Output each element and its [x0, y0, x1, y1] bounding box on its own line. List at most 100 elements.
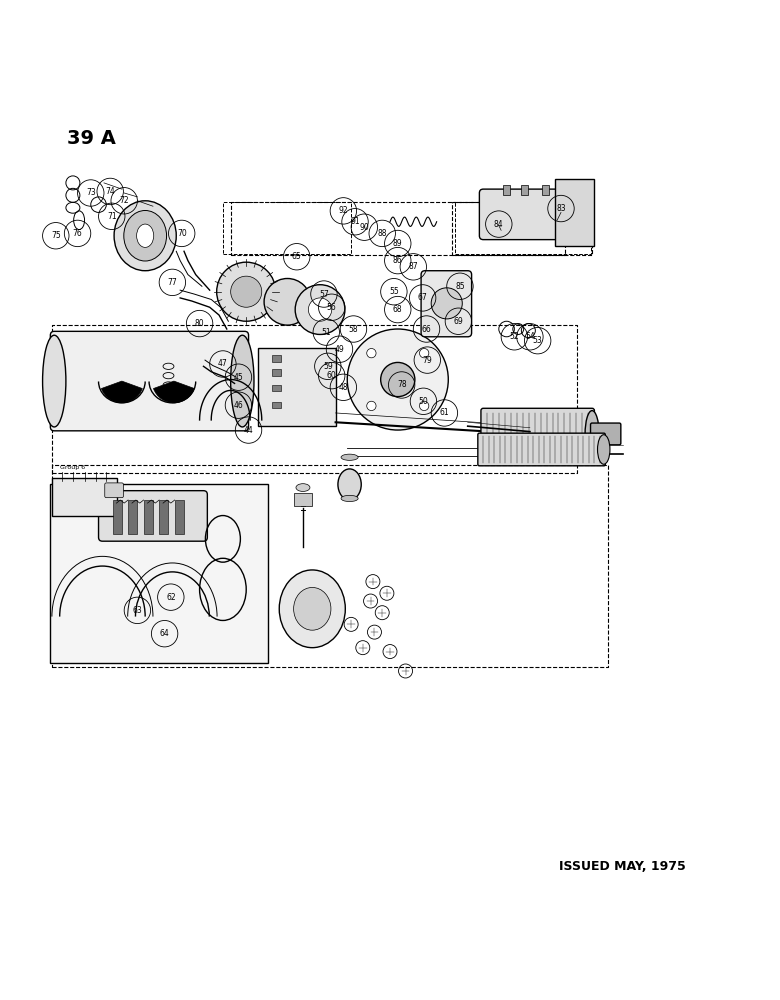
- FancyBboxPatch shape: [293, 493, 312, 506]
- FancyBboxPatch shape: [51, 484, 268, 663]
- Wedge shape: [154, 381, 194, 403]
- Ellipse shape: [341, 454, 358, 460]
- Text: 56: 56: [327, 303, 337, 312]
- Text: 79: 79: [423, 356, 432, 365]
- Ellipse shape: [597, 435, 610, 464]
- Text: 58: 58: [349, 325, 358, 334]
- Circle shape: [308, 298, 332, 321]
- Circle shape: [420, 348, 429, 358]
- FancyBboxPatch shape: [105, 483, 123, 498]
- Text: 90: 90: [360, 223, 369, 232]
- Text: 85: 85: [456, 282, 465, 291]
- Ellipse shape: [338, 469, 361, 500]
- Text: 46: 46: [233, 401, 243, 410]
- FancyBboxPatch shape: [272, 369, 281, 376]
- FancyBboxPatch shape: [272, 385, 281, 391]
- Circle shape: [217, 262, 276, 321]
- Text: 57: 57: [319, 290, 329, 299]
- FancyBboxPatch shape: [144, 500, 153, 534]
- FancyBboxPatch shape: [51, 331, 249, 431]
- Text: 70: 70: [177, 229, 186, 238]
- Ellipse shape: [279, 570, 346, 648]
- Circle shape: [420, 401, 429, 411]
- Text: 68: 68: [393, 305, 402, 314]
- FancyBboxPatch shape: [481, 408, 594, 460]
- Text: 39 A: 39 A: [67, 129, 116, 148]
- Circle shape: [231, 276, 262, 307]
- FancyBboxPatch shape: [112, 500, 122, 534]
- Text: 91: 91: [350, 217, 360, 226]
- Circle shape: [367, 401, 376, 411]
- FancyBboxPatch shape: [590, 423, 621, 445]
- Circle shape: [431, 288, 463, 319]
- Text: 51: 51: [321, 328, 331, 337]
- Text: 72: 72: [119, 196, 129, 205]
- Text: 73: 73: [86, 188, 96, 197]
- FancyBboxPatch shape: [502, 185, 510, 195]
- Text: ISSUED MAY, 1975: ISSUED MAY, 1975: [558, 860, 686, 873]
- Wedge shape: [101, 381, 142, 403]
- Text: 67: 67: [418, 293, 427, 302]
- FancyBboxPatch shape: [541, 185, 549, 195]
- Ellipse shape: [114, 201, 176, 271]
- Text: 54: 54: [525, 332, 535, 341]
- Text: 87: 87: [409, 262, 418, 271]
- Ellipse shape: [136, 224, 154, 247]
- Text: 52: 52: [509, 332, 519, 341]
- Text: 65: 65: [292, 252, 302, 261]
- Ellipse shape: [341, 495, 358, 502]
- Text: 45: 45: [233, 373, 243, 382]
- Text: 55: 55: [389, 287, 399, 296]
- Circle shape: [347, 329, 448, 430]
- Text: 63: 63: [133, 606, 142, 615]
- Text: 83: 83: [556, 204, 566, 213]
- Text: 48: 48: [339, 383, 348, 392]
- Text: 47: 47: [218, 359, 228, 368]
- Circle shape: [264, 278, 310, 325]
- Circle shape: [295, 285, 345, 334]
- Text: 44: 44: [243, 426, 254, 435]
- FancyBboxPatch shape: [128, 500, 137, 534]
- Ellipse shape: [296, 484, 310, 491]
- Text: 76: 76: [73, 229, 83, 238]
- Text: 59: 59: [323, 362, 333, 371]
- Text: 62: 62: [166, 593, 176, 602]
- FancyBboxPatch shape: [52, 478, 117, 516]
- FancyBboxPatch shape: [175, 500, 184, 534]
- Text: 78: 78: [397, 380, 406, 389]
- Text: 77: 77: [168, 278, 177, 287]
- Ellipse shape: [124, 210, 167, 261]
- Text: 88: 88: [378, 229, 387, 238]
- Text: 60: 60: [327, 371, 337, 380]
- Circle shape: [367, 348, 376, 358]
- Text: 86: 86: [393, 256, 402, 265]
- FancyBboxPatch shape: [480, 189, 565, 240]
- Text: Group 6: Group 6: [61, 465, 86, 470]
- Text: 50: 50: [419, 397, 428, 406]
- Text: 92: 92: [339, 206, 348, 215]
- Text: 49: 49: [335, 345, 344, 354]
- FancyBboxPatch shape: [520, 185, 528, 195]
- Text: 64: 64: [160, 629, 169, 638]
- Ellipse shape: [585, 411, 599, 457]
- Text: 75: 75: [51, 231, 61, 240]
- Polygon shape: [204, 408, 210, 424]
- Ellipse shape: [293, 587, 331, 630]
- Text: 84: 84: [494, 220, 504, 229]
- FancyBboxPatch shape: [421, 271, 472, 337]
- FancyBboxPatch shape: [272, 355, 281, 362]
- Text: 89: 89: [393, 239, 402, 248]
- Text: 80: 80: [195, 319, 204, 328]
- FancyBboxPatch shape: [555, 179, 594, 246]
- Text: 61: 61: [440, 408, 449, 417]
- Circle shape: [381, 362, 415, 397]
- FancyBboxPatch shape: [478, 433, 605, 466]
- Text: 71: 71: [107, 212, 116, 221]
- FancyBboxPatch shape: [258, 348, 335, 426]
- Ellipse shape: [43, 335, 66, 427]
- FancyBboxPatch shape: [272, 402, 281, 408]
- FancyBboxPatch shape: [98, 491, 207, 541]
- Text: 66: 66: [422, 325, 431, 334]
- FancyBboxPatch shape: [159, 500, 168, 534]
- Text: 69: 69: [453, 317, 463, 326]
